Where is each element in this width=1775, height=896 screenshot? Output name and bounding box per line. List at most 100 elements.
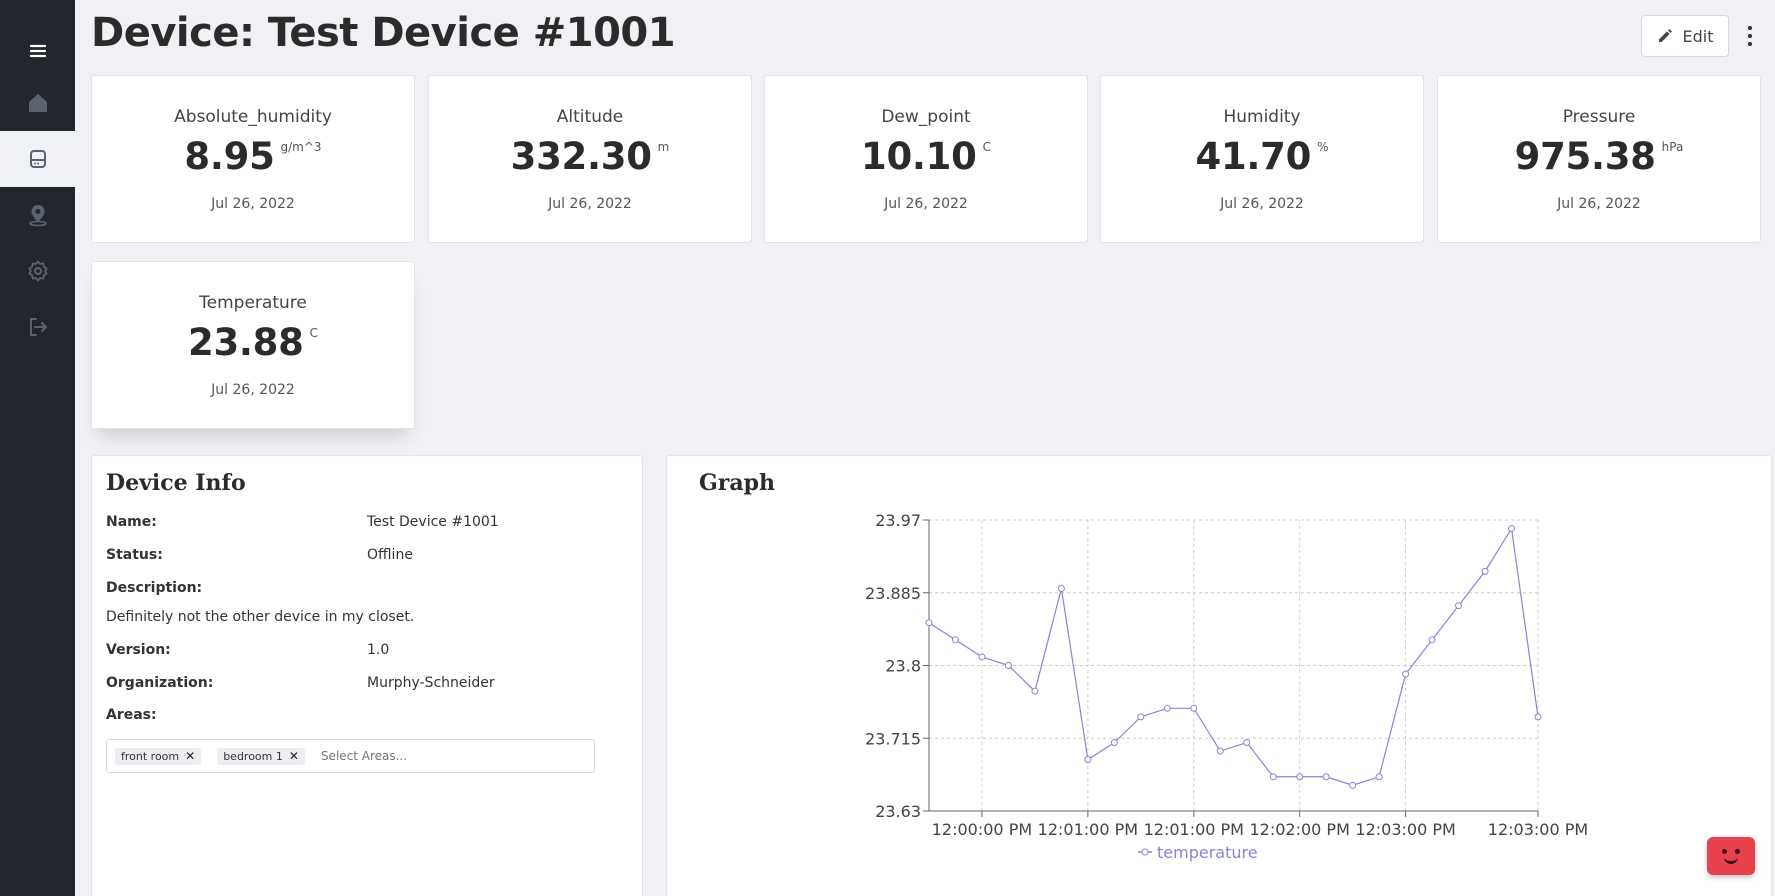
bot-mouth-icon: [1724, 857, 1738, 864]
organization-label: Organization:: [106, 675, 214, 691]
status-label: Status:: [106, 547, 163, 563]
data-point: [1296, 773, 1304, 781]
x-tick-label: 12:01:00 PM: [1144, 820, 1244, 839]
sensor-unit: C: [309, 326, 318, 340]
x-tick-label: 12:03:00 PM: [1488, 820, 1588, 839]
sidebar-item-locations[interactable]: [0, 187, 75, 243]
data-point: [1375, 773, 1383, 781]
sensor-unit: hPa: [1661, 140, 1684, 154]
sensor-card-altitude[interactable]: Altitude 332.30 m Jul 26, 2022: [428, 75, 752, 243]
y-tick-label: 23.715: [865, 729, 921, 748]
sensor-date: Jul 26, 2022: [1220, 196, 1304, 212]
sidebar-item-settings[interactable]: [0, 243, 75, 299]
edit-button[interactable]: Edit: [1641, 15, 1729, 57]
sensor-value: 41.70: [1195, 135, 1312, 178]
more-dot-icon: [1748, 34, 1752, 38]
sensor-name: Temperature: [199, 293, 307, 313]
data-point: [1243, 739, 1251, 747]
more-dot-icon: [1748, 26, 1752, 30]
areas-select[interactable]: front room ✕ bedroom 1 ✕: [106, 739, 595, 773]
sidebar-item-devices[interactable]: [0, 131, 75, 187]
area-chip-label: front room: [121, 749, 180, 763]
data-point: [1031, 687, 1039, 695]
area-chip: bedroom 1 ✕: [217, 747, 305, 765]
sensor-name: Humidity: [1223, 107, 1301, 127]
series-line: [928, 526, 1539, 786]
sensor-value: 8.95: [184, 135, 275, 178]
sensor-card-humidity[interactable]: Humidity 41.70% Jul 26, 2022: [1100, 75, 1424, 243]
description-label: Description:: [106, 580, 203, 596]
menu-icon: [29, 44, 46, 58]
data-point: [1190, 704, 1198, 712]
sensor-unit: m: [657, 140, 670, 154]
bot-eye-icon: [1735, 849, 1740, 854]
data-point: [978, 653, 986, 661]
home-icon: [28, 94, 47, 112]
temperature-chart: 23.63 23.715 23.8 23.885 23.97 12:00:00 PM 12:…: [865, 511, 1588, 862]
sidebar-item-home[interactable]: [0, 75, 75, 131]
chat-bot-button[interactable]: [1707, 837, 1755, 875]
status-value: Offline: [367, 547, 413, 563]
version-value: 1.0: [367, 642, 390, 658]
settings-icon: [28, 260, 47, 282]
sensor-card-temperature[interactable]: Temperature 23.88 C Jul 26, 2022: [91, 261, 415, 429]
y-tick-label: 23.8: [885, 657, 921, 676]
sensor-date: Jul 26, 2022: [211, 196, 295, 212]
x-tick-label: 12:03:00 PM: [1355, 820, 1455, 839]
pencil-icon: [1658, 29, 1672, 42]
data-point: [1084, 756, 1092, 764]
data-point: [1057, 584, 1065, 592]
data-point: [1349, 781, 1357, 789]
areas-search-input[interactable]: [320, 749, 471, 763]
name-value: Test Device #1001: [367, 514, 499, 530]
sensor-value: 975.38: [1514, 135, 1656, 178]
description-value: Definitely not the other device in my cl…: [106, 609, 415, 625]
area-chip-label: bedroom 1: [223, 749, 283, 763]
remove-area-icon[interactable]: ✕: [288, 749, 299, 763]
sensor-unit: g/m^3: [280, 140, 322, 154]
sensor-name: Absolute_humidity: [174, 107, 332, 127]
bot-eye-icon: [1722, 849, 1727, 854]
sensor-unit: C: [982, 140, 991, 154]
data-point: [1455, 602, 1463, 610]
x-tick-label: 12:01:00 PM: [1038, 820, 1138, 839]
more-options-button[interactable]: [1740, 20, 1760, 52]
data-point: [1163, 704, 1171, 712]
logout-icon: [29, 318, 47, 336]
sensor-name: Dew_point: [881, 107, 971, 127]
legend-label: temperature: [1157, 843, 1258, 862]
sensor-date: Jul 26, 2022: [884, 196, 968, 212]
sensor-date: Jul 26, 2022: [1557, 196, 1641, 212]
page-title: Device: Test Device #1001: [91, 10, 676, 56]
sensor-name: Pressure: [1562, 107, 1636, 127]
data-point: [1004, 662, 1012, 669]
sensor-value: 10.10: [861, 135, 977, 178]
sensor-date: Jul 26, 2022: [548, 196, 632, 212]
data-point: [1428, 636, 1436, 644]
y-tick-label: 23.885: [865, 584, 921, 603]
data-point: [1481, 567, 1489, 575]
edit-button-label: Edit: [1682, 26, 1714, 46]
organization-value: Murphy-Schneider: [367, 675, 495, 691]
data-point: [1269, 773, 1277, 781]
name-label: Name:: [106, 514, 157, 530]
remove-area-icon[interactable]: ✕: [185, 749, 196, 763]
sensor-date: Jul 26, 2022: [211, 382, 295, 398]
more-dot-icon: [1748, 42, 1752, 46]
sensor-card-dew-point[interactable]: Dew_point 10.10 C Jul 26, 2022: [764, 75, 1088, 243]
y-tick-label: 23.97: [875, 511, 921, 530]
sensor-card-pressure[interactable]: Pressure 975.38 hPa Jul 26, 2022: [1437, 75, 1761, 243]
data-point: [951, 636, 959, 644]
data-point: [1110, 739, 1118, 747]
sensor-card-absolute-humidity[interactable]: Absolute_humidity 8.95 g/m^3 Jul 26, 2022: [91, 75, 415, 243]
device-info-panel: [91, 455, 643, 896]
y-tick-label: 23.63: [875, 802, 921, 821]
sensor-value: 23.88: [188, 321, 304, 364]
x-tick-label: 12:00:00 PM: [932, 820, 1032, 839]
menu-button[interactable]: [0, 23, 75, 79]
data-point: [1402, 670, 1410, 678]
sidebar: [0, 0, 75, 896]
data-point: [1534, 713, 1542, 721]
graph-panel: [666, 455, 1772, 896]
sidebar-item-logout[interactable]: [0, 299, 75, 355]
